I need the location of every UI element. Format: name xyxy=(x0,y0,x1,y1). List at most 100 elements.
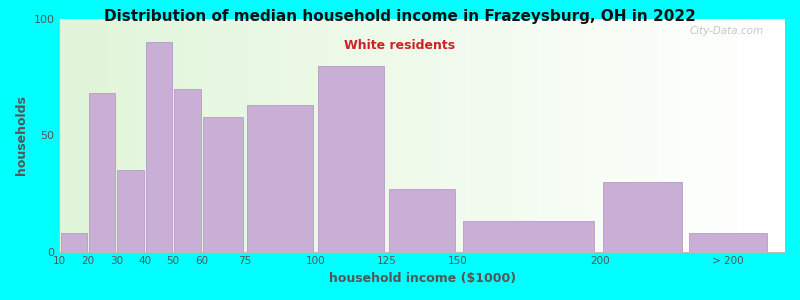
Bar xyxy=(498,19,502,252)
Bar xyxy=(477,19,480,252)
Bar xyxy=(371,19,375,252)
Bar xyxy=(689,233,767,252)
Bar xyxy=(647,19,650,252)
Bar xyxy=(203,117,242,252)
Bar xyxy=(680,19,683,252)
Bar xyxy=(230,19,234,252)
Bar xyxy=(408,19,411,252)
Bar xyxy=(146,42,172,252)
Bar xyxy=(78,19,81,252)
X-axis label: household income ($1000): household income ($1000) xyxy=(329,272,516,285)
Bar xyxy=(70,19,74,252)
Bar xyxy=(393,19,397,252)
Bar xyxy=(730,19,734,252)
Bar xyxy=(198,19,201,252)
Bar xyxy=(480,19,484,252)
Bar xyxy=(378,19,382,252)
Bar xyxy=(506,19,510,252)
Bar xyxy=(574,19,578,252)
Bar xyxy=(245,19,248,252)
Bar xyxy=(463,221,594,252)
Bar xyxy=(669,19,673,252)
Bar xyxy=(643,19,647,252)
Bar xyxy=(81,19,85,252)
Bar xyxy=(255,19,259,252)
Bar xyxy=(510,19,513,252)
Bar xyxy=(324,19,328,252)
Bar xyxy=(763,19,767,252)
Bar xyxy=(158,19,161,252)
Bar xyxy=(234,19,237,252)
Bar xyxy=(430,19,433,252)
Bar xyxy=(281,19,284,252)
Bar xyxy=(466,19,470,252)
Bar xyxy=(600,19,604,252)
Y-axis label: households: households xyxy=(15,95,28,175)
Bar xyxy=(654,19,658,252)
Bar xyxy=(745,19,749,252)
Bar xyxy=(462,19,466,252)
Bar xyxy=(484,19,487,252)
Bar xyxy=(713,19,716,252)
Bar xyxy=(99,19,103,252)
Bar xyxy=(626,19,629,252)
Bar xyxy=(422,19,426,252)
Bar xyxy=(270,19,274,252)
Bar xyxy=(404,19,408,252)
Bar xyxy=(582,19,586,252)
Bar xyxy=(331,19,335,252)
Bar xyxy=(676,19,680,252)
Bar xyxy=(146,19,150,252)
Bar xyxy=(248,19,252,252)
Bar xyxy=(593,19,596,252)
Bar xyxy=(727,19,730,252)
Bar xyxy=(470,19,473,252)
Bar xyxy=(174,89,201,252)
Bar xyxy=(694,19,698,252)
Bar xyxy=(364,19,368,252)
Bar xyxy=(354,19,357,252)
Bar xyxy=(437,19,440,252)
Bar xyxy=(716,19,720,252)
Bar xyxy=(382,19,386,252)
Bar xyxy=(190,19,194,252)
Bar xyxy=(338,19,342,252)
Bar xyxy=(310,19,314,252)
Bar xyxy=(96,19,99,252)
Bar xyxy=(534,19,538,252)
Bar xyxy=(401,19,404,252)
Bar xyxy=(277,19,281,252)
Bar xyxy=(440,19,444,252)
Bar xyxy=(247,105,313,252)
Bar xyxy=(564,19,567,252)
Bar xyxy=(698,19,702,252)
Bar xyxy=(295,19,299,252)
Bar xyxy=(426,19,430,252)
Bar xyxy=(215,19,219,252)
Bar xyxy=(114,19,118,252)
Bar xyxy=(397,19,401,252)
Bar xyxy=(292,19,295,252)
Bar xyxy=(502,19,506,252)
Bar xyxy=(172,19,175,252)
Bar xyxy=(553,19,557,252)
Bar xyxy=(491,19,494,252)
Bar xyxy=(531,19,534,252)
Bar xyxy=(361,19,364,252)
Bar xyxy=(390,19,393,252)
Bar xyxy=(201,19,205,252)
Bar xyxy=(342,19,346,252)
Bar xyxy=(455,19,458,252)
Bar xyxy=(321,19,324,252)
Bar xyxy=(89,19,92,252)
Bar xyxy=(633,19,636,252)
Bar xyxy=(411,19,415,252)
Bar xyxy=(658,19,662,252)
Bar xyxy=(734,19,738,252)
Bar xyxy=(487,19,491,252)
Bar xyxy=(259,19,262,252)
Bar xyxy=(705,19,709,252)
Bar xyxy=(103,19,106,252)
Bar xyxy=(110,19,114,252)
Bar xyxy=(346,19,350,252)
